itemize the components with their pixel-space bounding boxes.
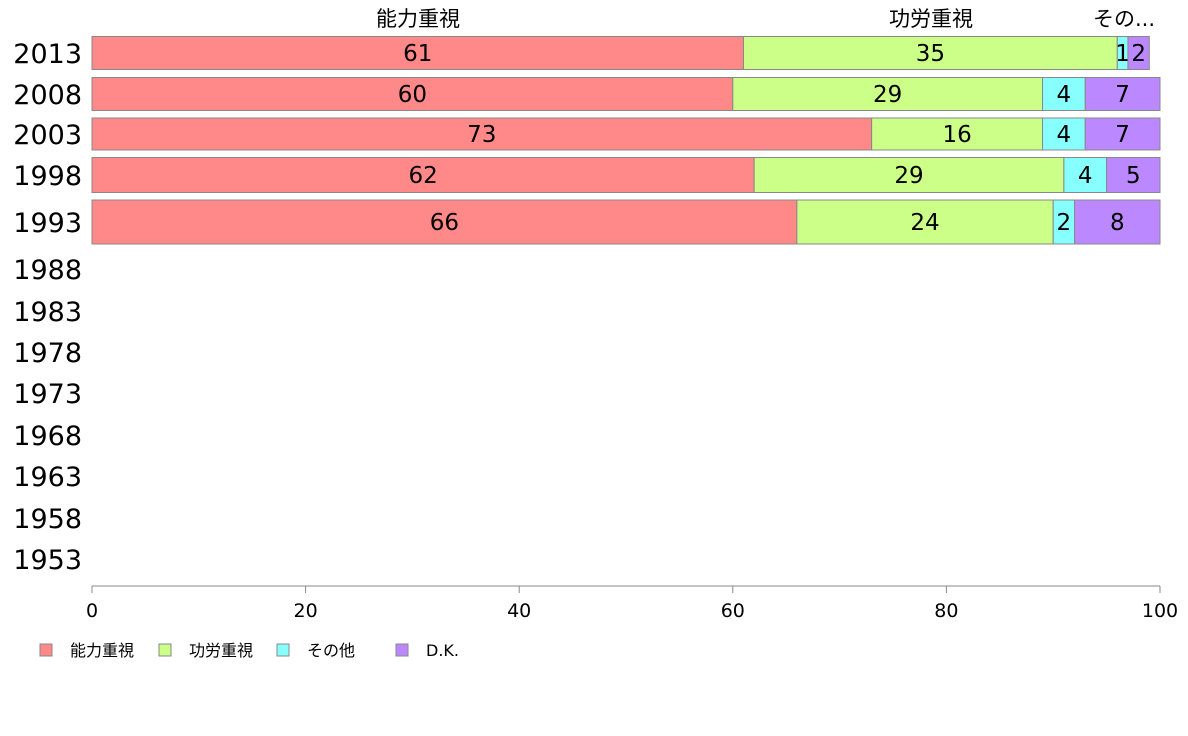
bar-value-label: 1	[1115, 41, 1130, 67]
bar-segment	[91, 117, 873, 151]
legend-swatch	[395, 643, 409, 657]
bar-segment	[796, 199, 1054, 245]
legend-label: その他	[307, 641, 355, 660]
bar-value-label: 29	[894, 163, 923, 189]
bar-value-label: 62	[408, 163, 437, 189]
bar-value-label: 35	[916, 41, 945, 67]
bar-value-label: 5	[1126, 163, 1141, 189]
year-label: 2003	[13, 120, 82, 151]
bar-value-label: 8	[1110, 210, 1125, 236]
year-label: 1973	[13, 379, 82, 410]
top-series-label: 功労重視	[889, 7, 973, 31]
bar-value-label: 4	[1057, 82, 1072, 108]
year-label: 1988	[13, 255, 82, 286]
bar-segment	[1127, 36, 1150, 70]
bar-value-label: 61	[403, 41, 432, 67]
bar-segment	[1084, 77, 1161, 111]
legend-swatch	[39, 643, 53, 657]
legend-swatch	[158, 643, 172, 657]
year-label: 1968	[13, 421, 82, 452]
bar-value-label: 2	[1057, 210, 1072, 236]
bar-segment	[91, 77, 734, 111]
bar-segment	[91, 157, 755, 193]
bar-value-label: 7	[1115, 122, 1130, 148]
bar-segment	[91, 199, 798, 245]
bar-value-label: 29	[873, 82, 902, 108]
bar-segment	[753, 157, 1065, 193]
bar-segment	[1042, 117, 1086, 151]
legend-swatch	[276, 643, 290, 657]
x-tick-label: 20	[294, 600, 318, 622]
x-tick-label: 40	[507, 600, 531, 622]
year-label: 2008	[13, 80, 82, 111]
bar-value-label: 7	[1115, 82, 1130, 108]
top-series-label: その...	[1093, 7, 1155, 31]
bar-value-label: 4	[1078, 163, 1093, 189]
legend-label: 能力重視	[70, 641, 134, 660]
x-tick-label: 60	[721, 600, 745, 622]
legend-label: D.K.	[426, 641, 459, 660]
bar-value-label: 24	[910, 210, 939, 236]
year-label: 1953	[13, 545, 82, 576]
top-category-labels: 能力重視 功労重視 その...	[376, 7, 1155, 31]
year-label: 1978	[13, 338, 82, 369]
bar-segment	[1084, 117, 1161, 151]
legend: 能力重視 功労重視 その他 D.K.	[39, 641, 459, 660]
year-label: 1993	[13, 208, 82, 239]
x-tick-label: 100	[1142, 600, 1178, 622]
bar-value-label: 73	[467, 122, 496, 148]
bar-segment	[1074, 199, 1161, 245]
top-series-label: 能力重視	[376, 7, 460, 31]
bar-segment	[1106, 157, 1161, 193]
bar-segment	[1063, 157, 1108, 193]
bar-segment	[742, 36, 1118, 70]
bar-segment	[91, 36, 744, 70]
bar-value-label: 60	[398, 82, 427, 108]
year-label: 1998	[13, 161, 82, 192]
year-label: 1963	[13, 462, 82, 493]
year-label: 1983	[13, 297, 82, 328]
bar-segment	[1042, 77, 1086, 111]
bar-value-label: 2	[1131, 41, 1146, 67]
year-label: 2013	[13, 39, 82, 70]
year-label: 1958	[13, 504, 82, 535]
bar-segment	[871, 117, 1044, 151]
x-tick-label: 80	[934, 600, 958, 622]
bar-value-label: 66	[430, 210, 459, 236]
year-axis-labels: 2013 2008 2003 1998 1993 1988 1983 1978 1973 1968…	[13, 39, 82, 576]
bar-value-label: 4	[1057, 122, 1072, 148]
bar-value-label: 16	[942, 122, 971, 148]
bars-group: 61 35 1 260 29 4 773 16 4 762 29 4 566 24 2 8	[91, 36, 1161, 245]
legend-label: 功労重視	[189, 641, 253, 660]
x-axis: 0 20 40 60 80 100	[86, 585, 1178, 622]
x-tick-label: 0	[86, 600, 98, 622]
